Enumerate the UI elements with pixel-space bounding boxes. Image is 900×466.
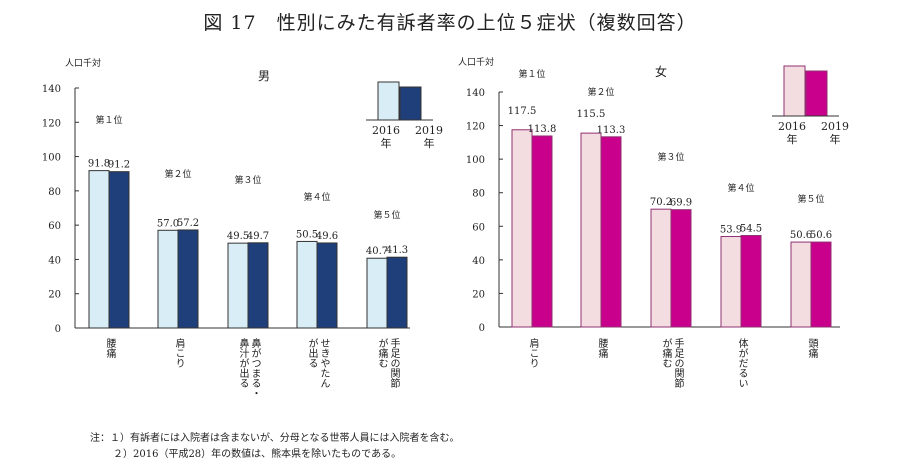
- rank-label: 第５位: [373, 209, 400, 221]
- data-label: 54.5: [740, 224, 762, 235]
- y-tick-label: 60: [472, 222, 485, 233]
- category-label: せきやたん が出る: [306, 338, 329, 388]
- y-tick-label: 60: [48, 221, 61, 232]
- data-label: 50.6: [790, 230, 812, 241]
- rank-label: 第２位: [164, 168, 191, 180]
- bar-2019: [600, 136, 622, 328]
- legend-label-2016-unit: 年: [787, 132, 798, 146]
- rank-label: 第２位: [587, 86, 614, 98]
- legend-swatch-2016: [783, 65, 806, 117]
- bar-2016: [157, 229, 179, 329]
- bar-2016: [366, 257, 388, 329]
- y-tick-label: 140: [466, 88, 485, 99]
- y-tick-label: 0: [479, 323, 485, 334]
- category-label: 腰痛: [596, 338, 607, 358]
- y-tick-label: 80: [472, 189, 485, 200]
- rank-label: 第１位: [518, 68, 545, 80]
- rank-label: 第４位: [303, 191, 330, 203]
- note-1: 注：１）有訴者には入院者は含まないが、分母となる世帯人員には入院者を含む。: [90, 433, 460, 444]
- data-label: 49.7: [247, 231, 269, 242]
- data-label: 113.8: [528, 124, 557, 135]
- category-label: 腰痛: [104, 338, 115, 358]
- rank-label: 第４位: [727, 182, 754, 194]
- data-label: 57.0: [157, 218, 179, 229]
- bar-2019: [316, 242, 338, 329]
- bar-2016: [511, 129, 533, 328]
- data-label: 53.9: [720, 225, 742, 236]
- category-label: 体がだるい: [736, 338, 747, 388]
- legend-label-2019: 2019: [415, 124, 443, 137]
- data-label: 117.5: [508, 106, 537, 117]
- rank-label: 第３位: [657, 151, 684, 163]
- data-label: 40.7: [366, 246, 388, 257]
- data-label: 41.3: [386, 245, 408, 256]
- legend-label-2019: 2019: [821, 120, 849, 133]
- bar-2016: [88, 170, 110, 329]
- legend-label-2019-unit: 年: [830, 132, 841, 146]
- y-tick-label: 120: [466, 122, 485, 133]
- y-tick-label: 20: [472, 289, 485, 300]
- panel-title: 男: [258, 69, 270, 83]
- bar-2016: [720, 236, 742, 328]
- legend-swatch-2016: [377, 81, 400, 121]
- legend-label-2016: 2016: [372, 124, 400, 137]
- data-label: 50.5: [296, 229, 318, 240]
- rank-label: 第５位: [797, 193, 824, 205]
- bar-2016: [580, 132, 602, 328]
- rank-label: 第１位: [95, 114, 122, 126]
- category-label: 手足の関節 が痛む: [376, 338, 399, 388]
- category-label: 頭痛: [806, 338, 817, 358]
- legend-swatch-2019: [399, 86, 422, 121]
- category-label: 鼻がつまる・ 鼻汁が出る: [237, 338, 260, 398]
- data-label: 50.6: [810, 230, 832, 241]
- bar-2019: [247, 242, 269, 329]
- y-tick-label: 40: [472, 256, 485, 267]
- bar-2019: [177, 229, 199, 329]
- bar-2019: [740, 235, 762, 328]
- data-label: 49.6: [316, 231, 338, 242]
- data-label: 113.3: [597, 125, 626, 136]
- panel-title: 女: [655, 64, 667, 79]
- figure-title: 図 17 性別にみた有訴者率の上位５症状（複数回答）: [203, 12, 697, 34]
- bar-2016: [296, 240, 318, 329]
- legend-label-2016: 2016: [778, 120, 806, 133]
- category-label: 手足の関節 が痛む: [660, 338, 683, 388]
- data-label: 91.8: [88, 159, 110, 170]
- legend-label-2016-unit: 年: [381, 136, 392, 150]
- y-tick-label: 80: [48, 187, 61, 198]
- y-axis-label: 人口千対: [458, 56, 494, 68]
- data-label: 115.5: [577, 109, 606, 120]
- y-tick-label: 100: [466, 155, 485, 166]
- y-tick-label: 100: [42, 153, 61, 164]
- data-label: 69.9: [670, 198, 692, 209]
- bar-2019: [810, 241, 832, 328]
- category-label: 肩こり: [527, 338, 538, 368]
- data-label: 57.2: [177, 218, 199, 229]
- y-axis-label: 人口千対: [65, 57, 101, 69]
- bar-2016: [227, 242, 249, 329]
- y-tick-label: 20: [48, 290, 61, 301]
- bar-2019: [108, 171, 130, 329]
- bar-2016: [650, 208, 672, 328]
- y-tick-label: 40: [48, 255, 61, 266]
- legend-swatch-2019: [805, 70, 828, 117]
- note-2: ２）2016（平成28）年の数値は、熊本県を除いたものである。: [113, 449, 402, 460]
- rank-label: 第３位: [234, 174, 261, 186]
- data-label: 91.2: [108, 160, 130, 171]
- category-label: 肩こり: [173, 338, 184, 368]
- y-tick-label: 0: [55, 324, 61, 335]
- bar-2019: [386, 256, 408, 329]
- legend-label-2019-unit: 年: [424, 136, 435, 150]
- y-tick-label: 120: [42, 118, 61, 129]
- data-label: 49.5: [227, 231, 249, 242]
- data-label: 70.2: [650, 197, 672, 208]
- bar-2019: [531, 135, 553, 328]
- y-tick-label: 140: [42, 84, 61, 95]
- bar-2016: [790, 241, 812, 328]
- bar-2019: [670, 209, 692, 328]
